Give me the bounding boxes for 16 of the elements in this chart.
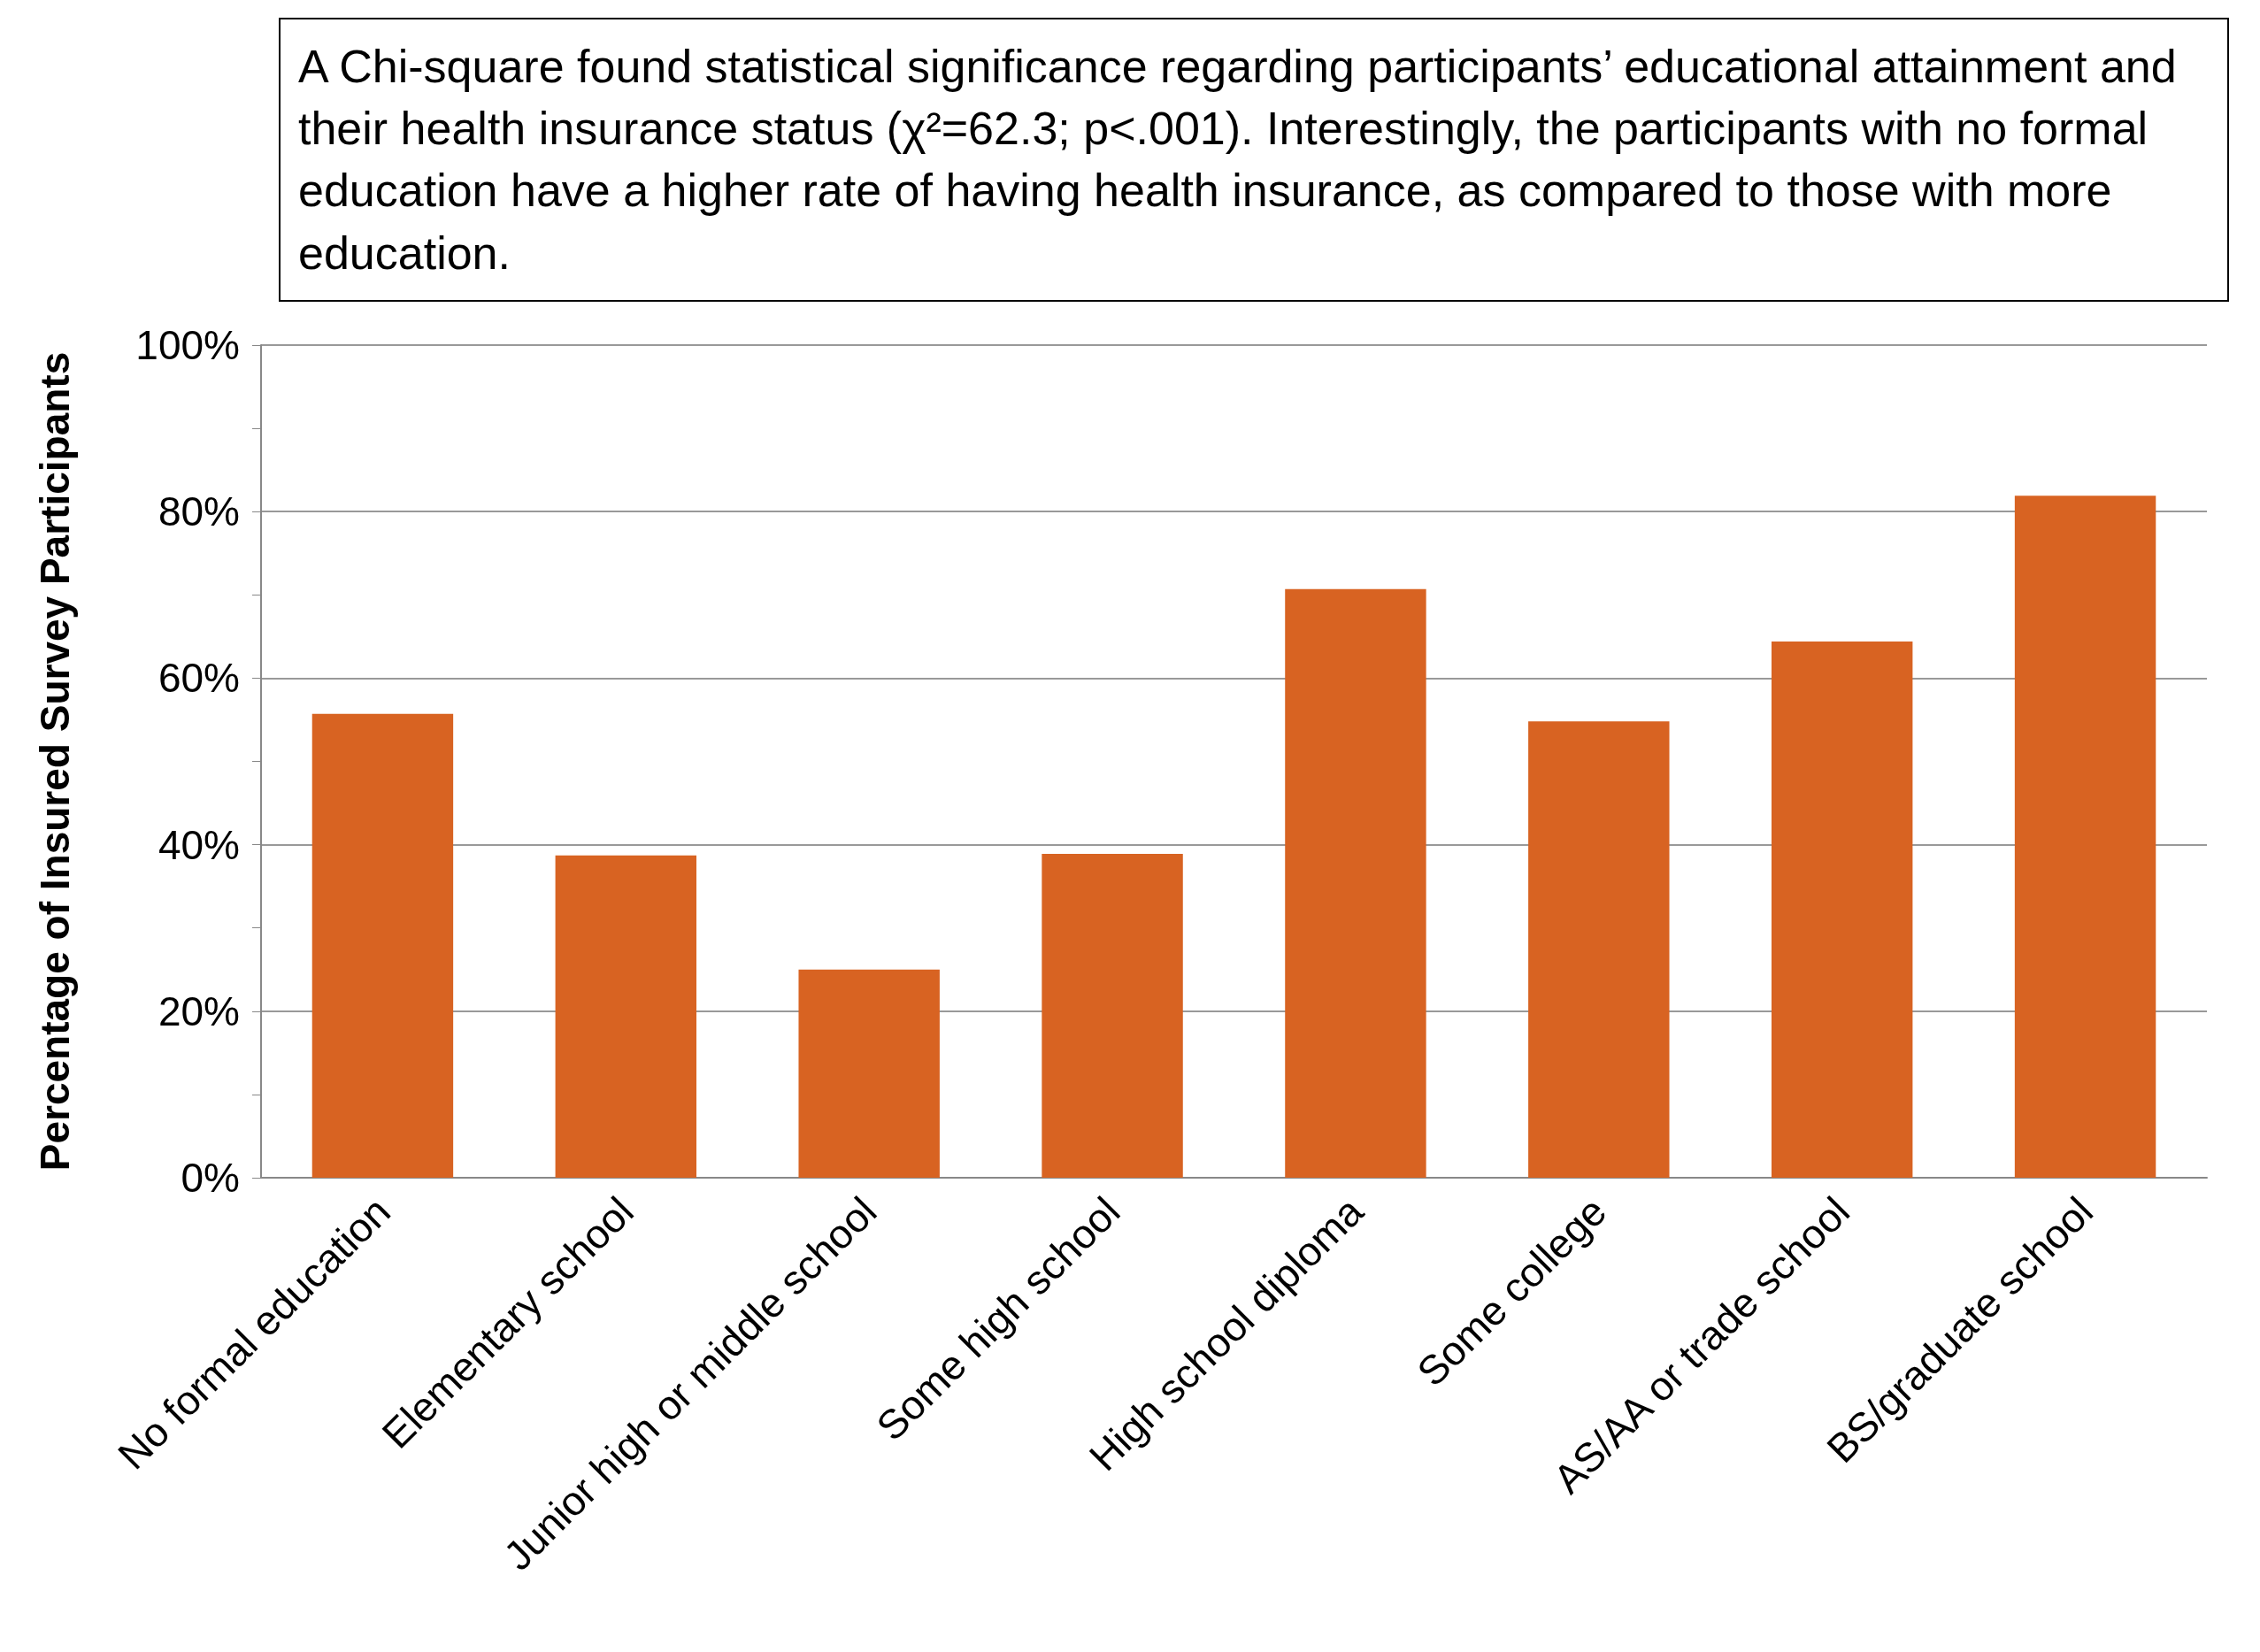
bar <box>555 855 697 1178</box>
y-tick-label: 80% <box>158 488 240 535</box>
y-axis-title: Percentage of Insured Survey Participants <box>32 351 78 1172</box>
y-tick-label: 60% <box>158 655 240 702</box>
text: A Chi-square found statistical significance regarding participants’ educational attainment and their health insurance status (χ²=62.3; p<.001). Interestingly, the participants with no formal education have a higher rate of having health insurance, as compared to those with more education. <box>279 18 2229 302</box>
y-tick-label: 0% <box>181 1155 240 1201</box>
y-tick-label: 40% <box>158 821 240 868</box>
bar <box>311 713 454 1178</box>
bar <box>1042 853 1183 1178</box>
bar <box>1285 588 1426 1178</box>
bar <box>798 969 940 1178</box>
bar <box>1771 642 1913 1178</box>
bar <box>2014 496 2156 1178</box>
y-tick-label: 100% <box>135 322 240 368</box>
y-tick-label: 20% <box>158 987 240 1034</box>
bar <box>1528 721 1670 1178</box>
